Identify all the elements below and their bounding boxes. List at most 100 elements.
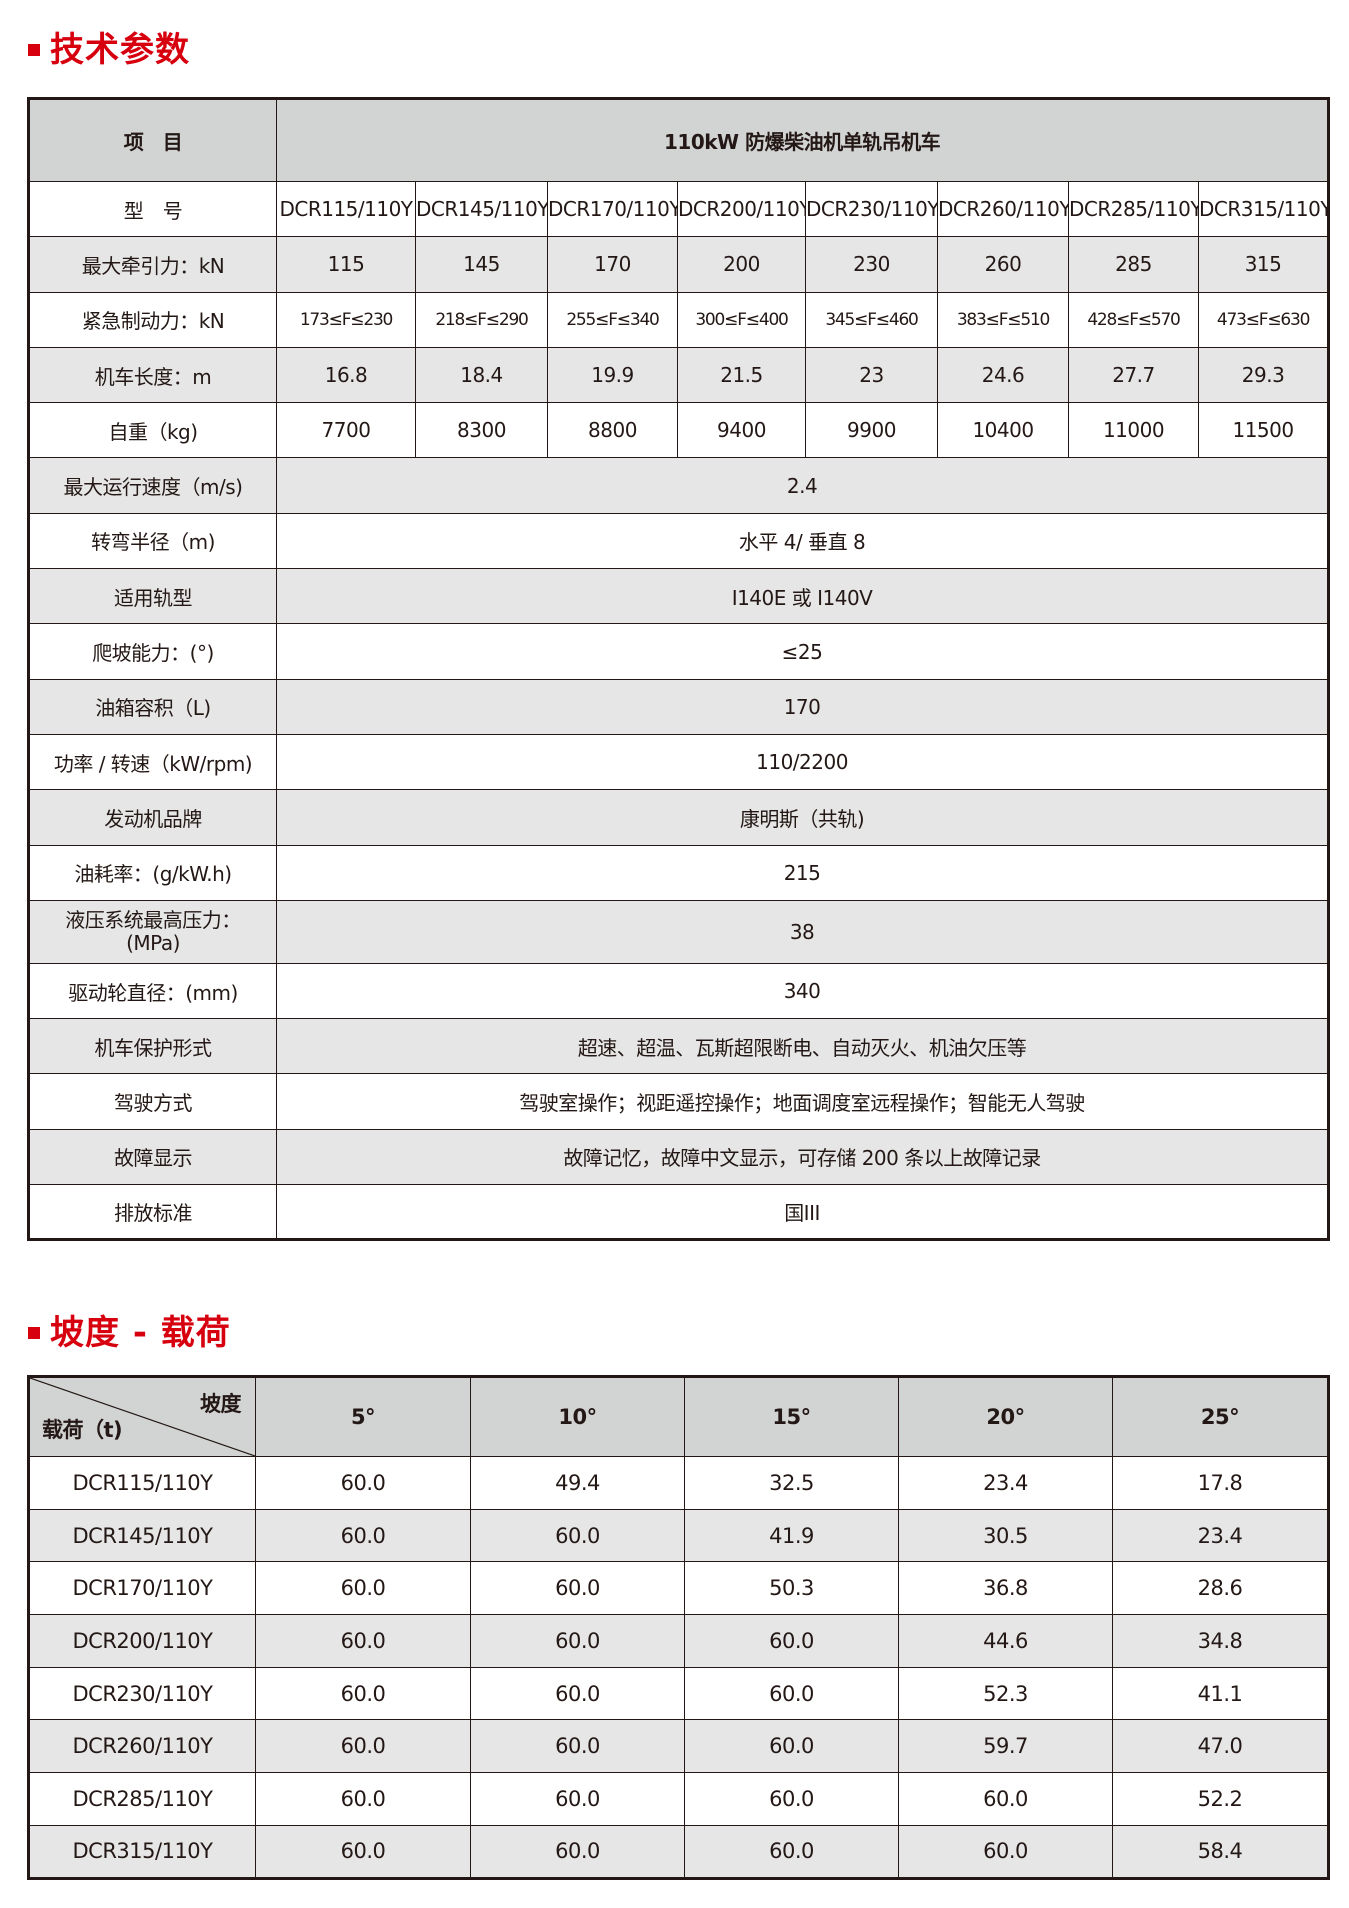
spec-value: 29.3 bbox=[1197, 346, 1330, 404]
spec-value: 255≤F≤340 bbox=[547, 291, 678, 348]
spec-row: 最大牵引力：kN 115 145 170 200 230 260 285 315 bbox=[28, 236, 1330, 293]
spec-value: 428≤F≤570 bbox=[1068, 291, 1199, 348]
spec-value: 9400 bbox=[677, 402, 806, 459]
model-cell: DCR170/110Y bbox=[28, 1561, 256, 1616]
spec-row: 液压系统最高压力：(MPa) 38 bbox=[28, 899, 1330, 964]
load-value: 58.4 bbox=[1112, 1824, 1329, 1879]
spec-value: 300≤F≤400 bbox=[677, 291, 806, 348]
spec-value: DCR260/110Y bbox=[937, 180, 1069, 238]
spec-label: 最大运行速度（m/s) bbox=[28, 457, 277, 514]
spec-header-row: 项 目 110kW 防爆柴油机单轨吊机车 bbox=[28, 98, 1330, 182]
spec-value: 驾驶室操作；视距遥控操作；地面调度室远程操作；智能无人驾驶 bbox=[275, 1073, 1330, 1130]
spec-row: 油耗率：(g/kW.h) 215 bbox=[28, 844, 1330, 901]
spec-value: 340 bbox=[275, 962, 1330, 1020]
spec-value: 故障记忆，故障中文显示，可存储 200 条以上故障记录 bbox=[275, 1128, 1330, 1186]
spec-value: 国III bbox=[275, 1184, 1330, 1241]
spec-value: 8800 bbox=[547, 402, 678, 459]
spec-label: 自重（kg) bbox=[28, 402, 277, 459]
spec-row: 发动机品牌 康明斯（共轨) bbox=[28, 789, 1330, 846]
spec-value: 超速、超温、瓦斯超限断电、自动灭火、机油欠压等 bbox=[275, 1018, 1330, 1075]
spec-row: 驱动轮直径：(mm) 340 bbox=[28, 962, 1330, 1020]
spec-row: 油箱容积（L) 170 bbox=[28, 678, 1330, 735]
load-value: 60.0 bbox=[684, 1614, 899, 1668]
spec-value: 170 bbox=[547, 236, 678, 293]
corner-grade-label: 坡度 bbox=[200, 1392, 242, 1416]
spec-label: 紧急制动力：kN bbox=[28, 291, 277, 348]
spec-value: 315 bbox=[1197, 236, 1330, 293]
spec-value: 2.4 bbox=[275, 457, 1330, 514]
spec-row: 转弯半径（m) 水平 4/ 垂直 8 bbox=[28, 512, 1330, 570]
load-value: 60.0 bbox=[255, 1824, 471, 1879]
spec-row: 机车长度：m 16.8 18.4 19.9 21.5 23 24.6 27.7 29.3 bbox=[28, 346, 1330, 404]
spec-value: 38 bbox=[275, 899, 1330, 964]
load-value: 32.5 bbox=[684, 1456, 899, 1510]
spec-value: 173≤F≤230 bbox=[276, 291, 416, 348]
spec-value: 16.8 bbox=[276, 346, 416, 404]
spec-row: 排放标准 国III bbox=[28, 1184, 1330, 1241]
grade-column-header: 15° bbox=[684, 1376, 899, 1457]
model-cell: DCR145/110Y bbox=[28, 1508, 256, 1563]
spec-label: 功率 / 转速（kW/rpm) bbox=[28, 733, 277, 791]
spec-value: DCR285/110Y bbox=[1068, 180, 1199, 238]
spec-value: 康明斯（共轨) bbox=[275, 789, 1330, 846]
model-cell: DCR115/110Y bbox=[28, 1456, 256, 1510]
spec-label: 转弯半径（m) bbox=[28, 512, 277, 570]
product-header: 110kW 防爆柴油机单轨吊机车 bbox=[275, 98, 1330, 182]
spec-label: 机车长度：m bbox=[28, 346, 277, 404]
spec-value: 230 bbox=[805, 236, 938, 293]
load-value: 34.8 bbox=[1112, 1614, 1329, 1668]
load-value: 36.8 bbox=[898, 1561, 1113, 1616]
load-value: 60.0 bbox=[898, 1824, 1113, 1879]
section-title-load: 坡度 - 载荷 bbox=[28, 1305, 231, 1354]
spec-label: 适用轨型 bbox=[28, 568, 277, 625]
spec-value: 9900 bbox=[805, 402, 938, 459]
spec-table: 项 目 110kW 防爆柴油机单轨吊机车 型 号 DCR115/110Y DCR14… bbox=[27, 97, 1331, 1242]
load-value: 60.0 bbox=[255, 1666, 471, 1721]
load-value: 28.6 bbox=[1112, 1561, 1329, 1616]
spec-value: 7700 bbox=[276, 402, 416, 459]
load-value: 60.0 bbox=[255, 1772, 471, 1826]
load-value: 60.0 bbox=[255, 1456, 471, 1510]
spec-label: 发动机品牌 bbox=[28, 789, 277, 846]
load-value: 59.7 bbox=[898, 1719, 1113, 1774]
spec-label: 故障显示 bbox=[28, 1128, 277, 1186]
spec-row: 爬坡能力：(°) ≤25 bbox=[28, 623, 1330, 680]
load-value: 60.0 bbox=[255, 1508, 471, 1563]
spec-label: 型 号 bbox=[28, 180, 277, 238]
spec-value: DCR115/110Y bbox=[276, 180, 416, 238]
load-row: DCR145/110Y 60.0 60.0 41.9 30.5 23.4 bbox=[28, 1508, 1329, 1563]
spec-value: 27.7 bbox=[1068, 346, 1199, 404]
spec-label: 油箱容积（L) bbox=[28, 678, 277, 735]
spec-value: 285 bbox=[1068, 236, 1199, 293]
spec-value: 23 bbox=[805, 346, 938, 404]
load-value: 41.9 bbox=[684, 1508, 899, 1563]
spec-value: DCR315/110Y bbox=[1197, 180, 1330, 238]
load-value: 60.0 bbox=[470, 1666, 685, 1721]
load-value: 60.0 bbox=[898, 1772, 1113, 1826]
section-title-specs: 技术参数 bbox=[28, 22, 190, 71]
spec-value: 11000 bbox=[1068, 402, 1199, 459]
spec-value: 383≤F≤510 bbox=[937, 291, 1069, 348]
spec-value: 345≤F≤460 bbox=[805, 291, 938, 348]
spec-label: 爬坡能力：(°) bbox=[28, 623, 277, 680]
load-value: 60.0 bbox=[470, 1719, 685, 1774]
load-row: DCR170/110Y 60.0 60.0 50.3 36.8 28.6 bbox=[28, 1561, 1329, 1616]
spec-label: 驱动轮直径：(mm) bbox=[28, 962, 277, 1020]
spec-value: 10400 bbox=[937, 402, 1069, 459]
section-title-text: 技术参数 bbox=[50, 30, 190, 70]
square-bullet-icon bbox=[28, 43, 40, 56]
spec-value: 115 bbox=[276, 236, 416, 293]
spec-value: 21.5 bbox=[677, 346, 806, 404]
spec-value: 260 bbox=[937, 236, 1069, 293]
spec-row: 功率 / 转速（kW/rpm) 110/2200 bbox=[28, 733, 1330, 791]
load-value: 17.8 bbox=[1112, 1456, 1329, 1510]
spec-value: DCR170/110Y bbox=[547, 180, 678, 238]
load-value: 60.0 bbox=[255, 1719, 471, 1774]
spec-value: 473≤F≤630 bbox=[1197, 291, 1330, 348]
spec-label: 液压系统最高压力：(MPa) bbox=[28, 899, 277, 964]
grade-column-header: 5° bbox=[255, 1376, 471, 1457]
load-row: DCR115/110Y 60.0 49.4 32.5 23.4 17.8 bbox=[28, 1456, 1329, 1510]
spec-value: DCR145/110Y bbox=[415, 180, 548, 238]
load-value: 47.0 bbox=[1112, 1719, 1329, 1774]
spec-row: 自重（kg) 7700 8300 8800 9400 9900 10400 11000 1150… bbox=[28, 402, 1330, 459]
